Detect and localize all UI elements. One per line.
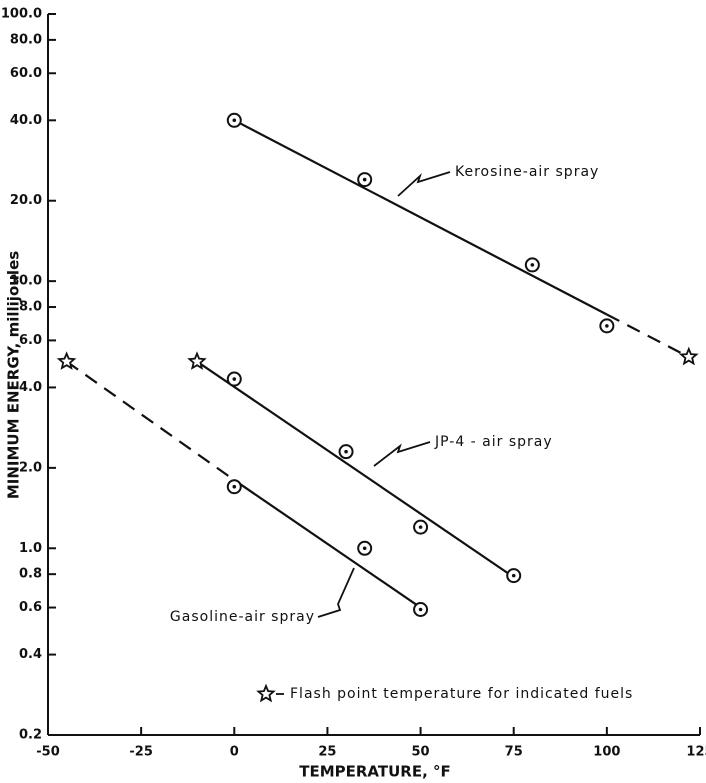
point-dot xyxy=(362,546,367,551)
leader xyxy=(373,441,431,467)
flash-point xyxy=(187,351,207,370)
x-tick-label: 125 xyxy=(686,745,706,760)
flash-point xyxy=(56,351,77,370)
fit-line xyxy=(233,119,608,316)
point-dot xyxy=(344,449,348,454)
y-tick-label: 20.0 xyxy=(10,193,42,208)
point xyxy=(226,371,242,387)
x-axis-label: TEMPERATURE, °F xyxy=(299,763,451,781)
y-tick-label: 0.4 xyxy=(19,647,42,662)
annotation: JP-4 - air spray xyxy=(434,434,553,450)
point xyxy=(226,112,242,128)
point-dot xyxy=(232,377,237,381)
y-tick-label: 1.0 xyxy=(19,541,42,556)
y-tick-label: 40.0 xyxy=(10,113,42,128)
y-tick-label: 6.0 xyxy=(19,333,42,348)
y-tick-label: 0.6 xyxy=(19,600,42,615)
y-axis-label: MINIMUM ENERGY, millijoules xyxy=(5,251,23,499)
x-tick-label: 25 xyxy=(318,745,336,760)
flash-point xyxy=(678,346,699,366)
annotation: Gasoline-air spray xyxy=(170,609,315,625)
leader xyxy=(397,171,451,197)
annotation: Kerosine-air spray xyxy=(455,164,599,180)
point-dot xyxy=(418,607,423,612)
point xyxy=(338,444,354,460)
point xyxy=(599,318,615,334)
point-dot xyxy=(530,263,535,267)
y-tick-label: 10.0 xyxy=(10,274,42,289)
point xyxy=(413,519,429,535)
x-tick-label: 100 xyxy=(593,745,620,760)
x-tick-label: 50 xyxy=(412,745,430,760)
y-tick-label: 8.0 xyxy=(19,300,42,315)
leaders xyxy=(276,171,451,695)
y-tick-label: 0.2 xyxy=(19,728,42,743)
leader xyxy=(317,567,355,618)
point-dot xyxy=(232,484,237,489)
point xyxy=(357,172,373,188)
point xyxy=(524,257,540,273)
point-dot xyxy=(232,118,237,123)
point xyxy=(506,568,522,584)
x-tick-label: 0 xyxy=(230,745,239,760)
y-tick-label: 100.0 xyxy=(1,7,42,22)
point xyxy=(357,540,373,556)
x-tick-label: -25 xyxy=(129,745,153,760)
point-dot xyxy=(362,177,367,182)
fit-line xyxy=(196,360,515,579)
y-tick-label: 2.0 xyxy=(19,460,42,475)
legend-label: Flash point temperature for indicated fu… xyxy=(290,686,633,702)
x-tick-label: -50 xyxy=(36,745,60,760)
y-tick-label: 4.0 xyxy=(19,380,42,395)
x-tick-label: 75 xyxy=(505,745,523,760)
y-tick-label: 0.8 xyxy=(19,567,42,582)
point-dot xyxy=(418,525,423,529)
y-tick-label: 60.0 xyxy=(10,66,42,81)
point xyxy=(226,479,242,495)
legend-star xyxy=(256,683,276,703)
point xyxy=(413,601,429,617)
y-tick-label: 80.0 xyxy=(10,32,42,47)
point-dot xyxy=(511,573,516,578)
fit-extension xyxy=(65,360,235,481)
fit-line xyxy=(233,479,422,609)
point-dot xyxy=(605,324,609,328)
fit-extension xyxy=(606,313,690,358)
